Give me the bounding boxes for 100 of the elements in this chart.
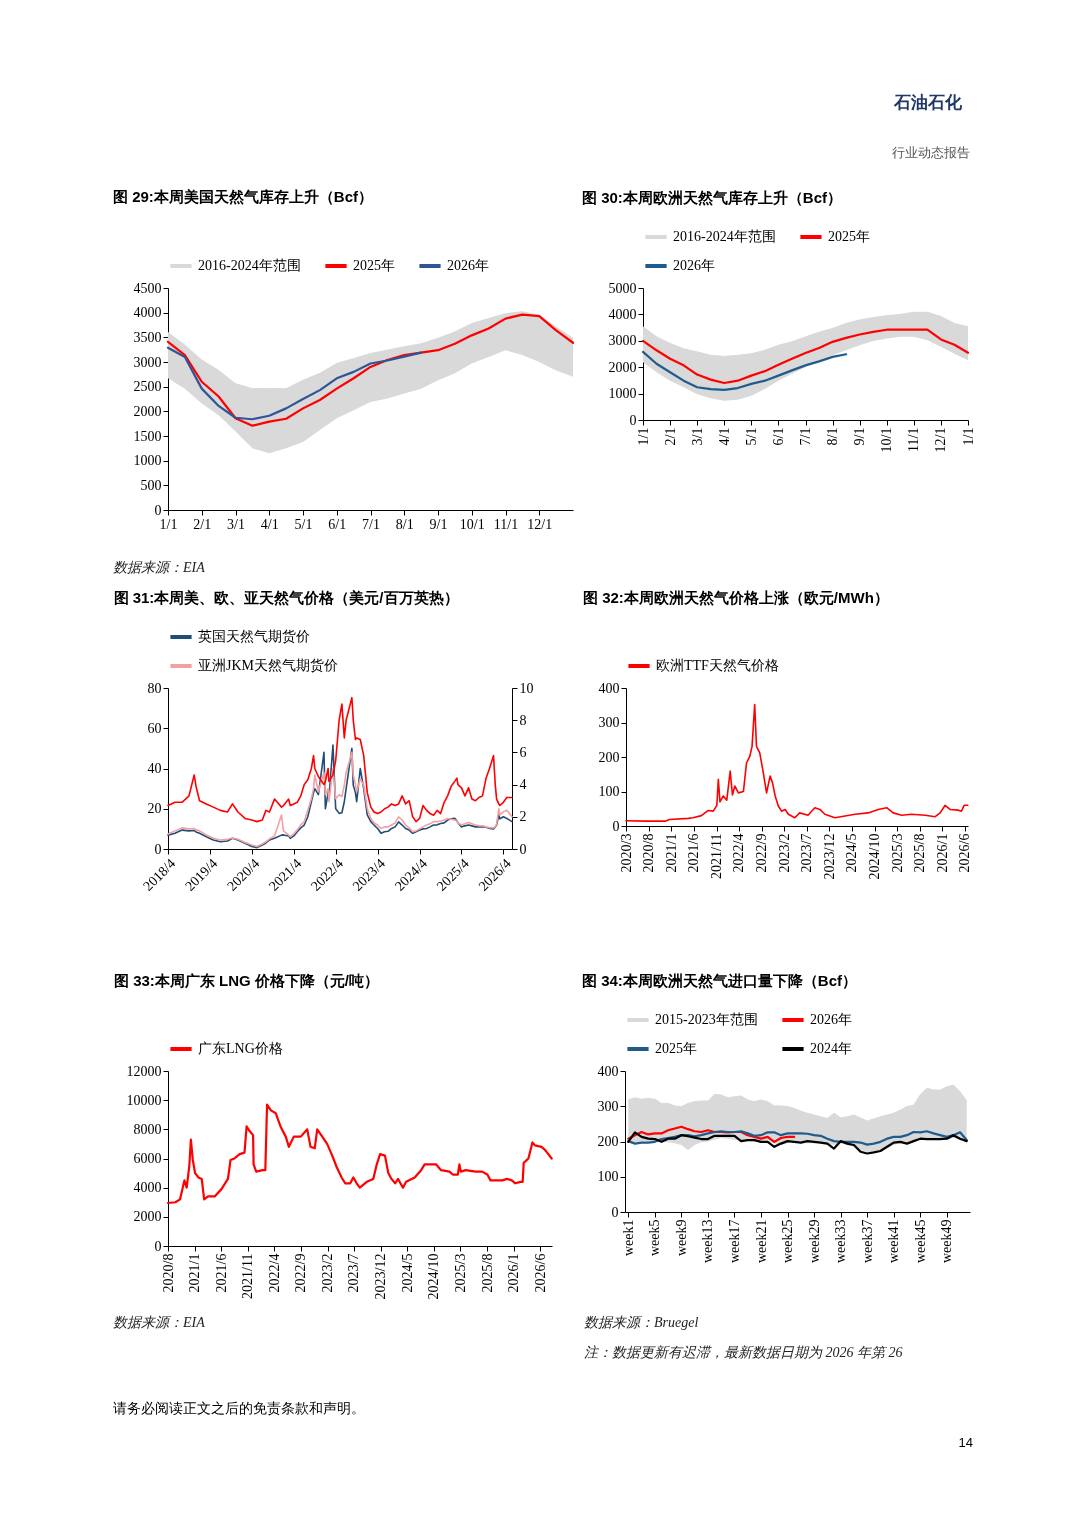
- x-tick-label: 2026/1: [934, 833, 950, 873]
- y-tick-label: 4500: [133, 280, 162, 296]
- y-tick-label: 300: [598, 715, 620, 730]
- y-tick-label: 0: [612, 818, 620, 834]
- x-tick-label: week25: [780, 1219, 796, 1264]
- legend-label: 2025年: [828, 229, 870, 244]
- source-note: 数据来源：EIA: [113, 1315, 206, 1330]
- legend-label: 2024年: [810, 1041, 852, 1056]
- y-tick-label: 1000: [133, 453, 162, 469]
- line-series: [166, 346, 423, 421]
- x-tick-label: 2023/2: [776, 833, 792, 873]
- x-tick-label: 2021/11: [709, 833, 725, 879]
- x-tick-label: week13: [700, 1219, 716, 1264]
- line-series: [641, 328, 970, 385]
- x-tick-label: 9/1: [852, 427, 868, 446]
- x-tick-label: 2024/10: [426, 1253, 442, 1300]
- x-tick-label: 11/1: [906, 427, 922, 452]
- y-tick-label: 40: [147, 761, 162, 776]
- y-tick-label: 1000: [608, 386, 637, 402]
- x-tick-label: 2022/4: [266, 1253, 282, 1293]
- x-tick-label: 2024/5: [399, 1253, 415, 1293]
- x-tick-label: 10/1: [879, 427, 895, 453]
- x-tick-label: 2020/3: [618, 833, 634, 873]
- legend-label: 欧洲TTF天然气价格: [656, 658, 779, 673]
- y-tick-label: 400: [597, 1063, 619, 1079]
- y-tick-label: 100: [597, 1169, 619, 1185]
- legend-label: 2026年: [810, 1012, 852, 1027]
- x-tick-label: 3/1: [689, 427, 705, 446]
- text: 石油石化: [893, 93, 963, 112]
- legend-label: 2016-2024年范围: [673, 229, 776, 244]
- y-tick-label: 500: [140, 477, 162, 493]
- x-tick-label: 5/1: [294, 516, 313, 532]
- y-tick-label: 8000: [133, 1121, 162, 1137]
- source-note: 数据来源：Bruegel: [584, 1315, 699, 1330]
- y-tick-label: 3500: [133, 329, 162, 345]
- text: 请务必阅读正文之后的免责条款和声明。: [113, 1400, 365, 1416]
- y-tick-label: 60: [147, 720, 162, 736]
- y-tick-label: 0: [611, 1204, 619, 1220]
- y-tick-label: 80: [147, 680, 162, 696]
- chart-title: 图 33:本周广东 LNG 价格下降（元/吨）: [114, 972, 380, 989]
- y2-tick-label: 6: [519, 744, 527, 760]
- legend-label: 2026年: [447, 258, 489, 273]
- y-tick-label: 100: [598, 784, 620, 799]
- legend-label: 2026年: [673, 258, 715, 273]
- legend-label: 2025年: [655, 1041, 697, 1056]
- x-tick-label: 12/1: [527, 516, 553, 532]
- x-tick-label: 1/1: [159, 516, 178, 532]
- x-tick-label: 2023/7: [799, 833, 815, 873]
- y-tick-label: 0: [154, 502, 162, 518]
- x-tick-label: 6/1: [328, 516, 347, 532]
- x-tick-label: week21: [753, 1219, 769, 1264]
- y-tick-label: 3000: [608, 333, 637, 349]
- legend-label: 2025年: [353, 258, 395, 273]
- x-tick-label: 3/1: [227, 516, 245, 532]
- text: 行业动态报告: [892, 145, 970, 160]
- text: 14: [958, 1435, 973, 1450]
- y2-tick-label: 0: [519, 841, 527, 857]
- x-tick-label: 2021/11: [240, 1253, 256, 1299]
- x-tick-label: week41: [886, 1219, 902, 1264]
- chart-title: 图 32:本周欧洲天然气价格上涨（欧元/MWh）: [583, 589, 889, 606]
- y-tick-label: 300: [597, 1098, 619, 1114]
- y-tick-label: 4000: [133, 305, 162, 321]
- y2-tick-label: 8: [519, 712, 527, 728]
- x-tick-label: 2025/3: [452, 1253, 468, 1293]
- y-tick-label: 20: [147, 801, 162, 817]
- source-note: 数据来源：EIA: [113, 560, 206, 575]
- x-tick-label: week17: [726, 1219, 742, 1264]
- y-tick-label: 1500: [133, 428, 162, 444]
- y-tick-label: 5000: [608, 280, 637, 296]
- chart-title: 图 31:本周美、欧、亚天然气价格（美元/百万英热）: [113, 589, 459, 606]
- x-tick-label: week49: [939, 1219, 955, 1264]
- x-tick-label: 2023/2: [320, 1253, 336, 1293]
- line-series: [166, 313, 575, 427]
- x-tick-label: 2021/1: [663, 833, 679, 873]
- x-tick-label: week45: [912, 1219, 928, 1264]
- chart-title: 图 34:本周欧洲天然气进口量下降（Bcf）: [582, 972, 858, 989]
- x-tick-label: week9: [673, 1219, 689, 1257]
- y-tick-label: 12000: [126, 1063, 162, 1079]
- x-tick-label: 4/1: [716, 427, 732, 446]
- y-tick-label: 6000: [133, 1151, 162, 1166]
- y-tick-label: 0: [154, 841, 162, 857]
- y-tick-label: 2000: [608, 359, 637, 375]
- y-tick-label: 10000: [126, 1092, 162, 1108]
- x-tick-label: 2021/1: [187, 1253, 203, 1293]
- x-tick-label: 2022/9: [293, 1253, 309, 1293]
- y-tick-label: 3000: [133, 354, 162, 370]
- x-tick-label: 2022/9: [754, 833, 770, 873]
- x-tick-label: 1/1: [635, 427, 651, 446]
- x-tick-label: 2022/4: [731, 833, 747, 873]
- x-tick-label: 2026/1: [506, 1253, 522, 1293]
- x-tick-label: 2024/5: [844, 833, 860, 873]
- chart-title: 图 30:本周欧洲天然气库存上升（Bcf）: [582, 189, 843, 206]
- x-tick-label: 7/1: [798, 427, 813, 446]
- line-series: [627, 1130, 968, 1146]
- x-tick-label: 7/1: [362, 516, 380, 532]
- y-tick-label: 4000: [133, 1180, 162, 1196]
- x-tick-label: week37: [859, 1219, 875, 1264]
- legend-label: 2015-2023年范围: [655, 1012, 758, 1027]
- x-tick-label: week5: [647, 1219, 663, 1257]
- x-tick-label: 2/1: [662, 427, 678, 446]
